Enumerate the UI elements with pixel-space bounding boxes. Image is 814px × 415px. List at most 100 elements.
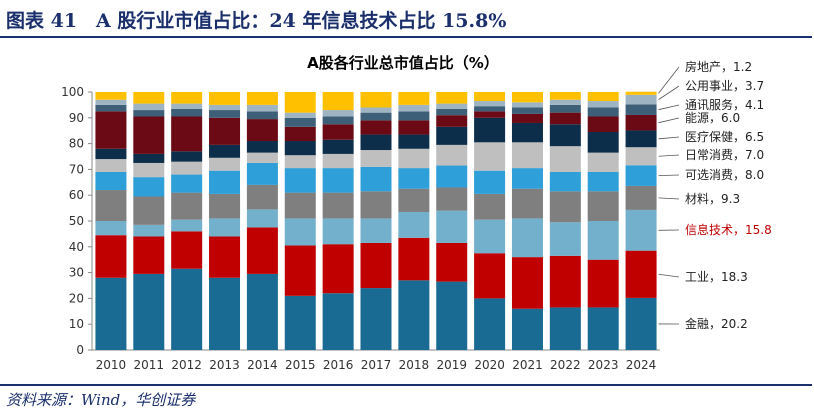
bar-segment [625, 209, 657, 251]
bar-segment [474, 298, 506, 350]
x-tick-label: 2017 [361, 358, 392, 372]
bar-segment [284, 245, 316, 296]
x-tick-label: 2021 [512, 358, 543, 372]
bar-segment [474, 193, 506, 220]
bar-segment [95, 104, 127, 112]
bar-segment [322, 244, 354, 294]
bar-segment [587, 152, 619, 172]
bar-segment [549, 222, 581, 256]
bar-segment [549, 171, 581, 192]
series-label: 能源，6.0 [685, 111, 740, 125]
stacked-bar-chart: A股各行业总市值占比（%） 0 10 20 30 40 50 60 70 80 90 100 2010… [61, 54, 772, 372]
leader-line [658, 273, 680, 278]
bar-segment [95, 148, 127, 160]
bar-segment [587, 191, 619, 221]
bar-segment [511, 113, 543, 123]
x-tick-label: 2013 [209, 358, 240, 372]
x-tick-label: 2014 [247, 358, 278, 372]
bar-segment [246, 111, 278, 120]
bar-segment [587, 92, 619, 102]
leader-line [658, 117, 680, 124]
bar-segment [322, 92, 354, 111]
series-label: 工业，18.3 [685, 270, 748, 284]
bar-segment [398, 148, 430, 169]
bar-segment [360, 112, 392, 121]
bar-segment [398, 280, 430, 350]
bar-segment [133, 224, 165, 237]
chart-title: A股各行业总市值占比（%） [307, 54, 499, 72]
bar-segment [322, 124, 354, 140]
bar-segment [436, 165, 468, 188]
bar-segment [587, 259, 619, 308]
bar-segment [322, 168, 354, 193]
series-label: 通讯服务，4.1 [685, 97, 764, 112]
bar-segment [398, 120, 430, 135]
x-tick-label: 2011 [134, 358, 165, 372]
y-tick-label: 10 [69, 317, 84, 331]
bar-segment [246, 209, 278, 228]
header-rule [0, 36, 812, 38]
bar-segment [511, 142, 543, 169]
bar-segment [95, 171, 127, 191]
bar-segment [322, 293, 354, 350]
bar-segment [246, 152, 278, 163]
leader-line [658, 174, 680, 176]
bar-segment [474, 170, 506, 194]
bars [95, 91, 657, 350]
bar-segment [133, 116, 165, 154]
bar-segment [284, 168, 316, 193]
series-label: 信息技术，15.8 [685, 222, 772, 237]
bar-segment [246, 162, 278, 185]
bar-segment [322, 116, 354, 125]
bar-segment [511, 122, 543, 143]
bar-segment [133, 103, 165, 111]
bar-segment [587, 131, 619, 153]
y-tick-label: 70 [69, 162, 84, 176]
bar-segment [436, 281, 468, 350]
bar-segment [171, 108, 203, 117]
bar-segment [246, 92, 278, 105]
x-tick-label: 2018 [399, 358, 430, 372]
bar-segment [398, 111, 430, 121]
x-tick-label: 2020 [474, 358, 505, 372]
bar-segment [284, 295, 316, 350]
x-tick-label: 2012 [171, 358, 202, 372]
bar-segment [625, 104, 657, 115]
bar-segment [171, 116, 203, 152]
leader-line [658, 85, 680, 100]
bar-segment [549, 124, 581, 147]
y-tick-label: 0 [76, 343, 84, 357]
bar-segment [209, 144, 241, 158]
bar-segment [322, 139, 354, 154]
bar-segment [284, 155, 316, 169]
annotations: 房地产，1.2 公用事业，3.7 通讯服务，4.1能源，6.0 医疗保健，6.5 日常消… [658, 59, 772, 331]
bar-segment [474, 111, 506, 118]
bar-segment [171, 161, 203, 175]
bar-segment [171, 174, 203, 193]
bar-segment [474, 92, 506, 102]
y-tick-label: 40 [69, 240, 84, 254]
bar-segment [246, 141, 278, 153]
bar-segment [436, 108, 468, 116]
bar-segment [133, 236, 165, 274]
bar-segment [436, 210, 468, 243]
bar-segment [95, 92, 127, 100]
bar-segment [436, 103, 468, 109]
bar-segment [625, 185, 657, 210]
bar-segment [95, 190, 127, 221]
bar-segment [625, 250, 657, 298]
bar-segment [474, 219, 506, 254]
bar-segment [625, 91, 657, 95]
bar-segment [171, 268, 203, 350]
bar-segment [360, 120, 392, 135]
bar-segment [95, 159, 127, 172]
bar-segment [171, 219, 203, 232]
bar-segment [360, 134, 392, 151]
bar-segment [360, 288, 392, 350]
y-tick-label: 30 [69, 266, 84, 280]
bar-segment [511, 218, 543, 258]
bar-segment [133, 273, 165, 350]
bar-segment [284, 92, 316, 113]
bar-segment [209, 104, 241, 111]
bar-segment [133, 92, 165, 104]
